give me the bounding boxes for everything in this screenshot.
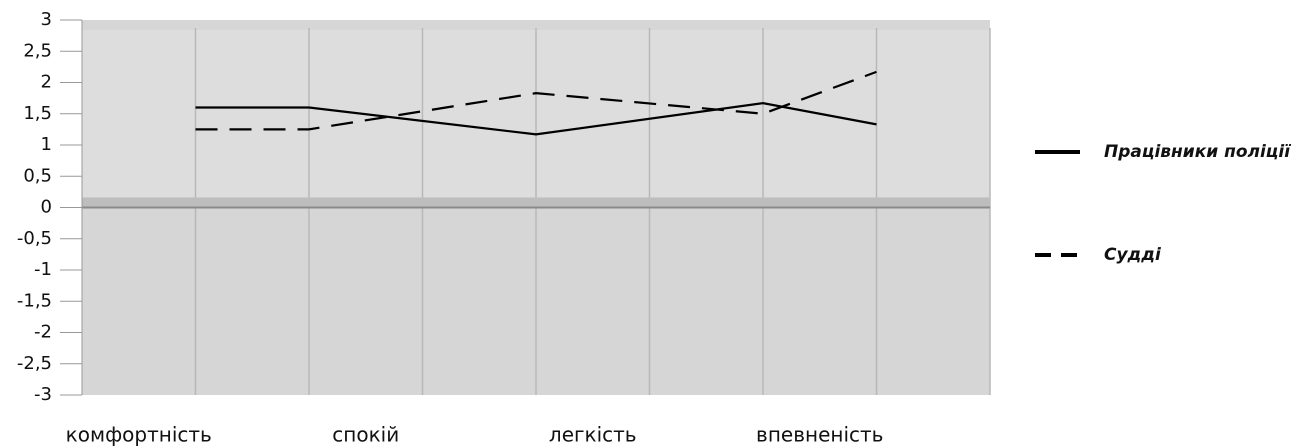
y-tick-label: 3	[41, 9, 52, 30]
y-tick-label: -1,5	[17, 290, 52, 311]
y-tick-label: 1,5	[23, 103, 52, 124]
x-tick-label: легкість	[549, 423, 637, 446]
y-tick-label: -1	[34, 259, 52, 280]
series-line	[195, 70, 877, 131]
y-tick-label: 1	[41, 134, 52, 155]
y-tick-label: -3	[34, 384, 52, 405]
y-tick-label: 2,5	[23, 40, 52, 61]
series-line	[195, 102, 877, 136]
y-tick-label: 2	[41, 72, 52, 93]
y-tick-label: 0	[41, 197, 52, 218]
zero-band	[82, 197, 990, 208]
y-tick-label: -2,5	[17, 353, 52, 374]
legend-label: Судді	[1104, 245, 1162, 265]
x-tick-label: спокій	[332, 423, 399, 446]
x-tick-label: впевненість	[756, 423, 883, 446]
x-tick-label: комфортність	[66, 423, 212, 446]
y-tick-label: 0,5	[23, 165, 52, 186]
legend-label: Працівники поліції	[1104, 142, 1291, 162]
y-tick-label: -0,5	[17, 228, 52, 249]
y-tick-label: -2	[34, 322, 52, 343]
